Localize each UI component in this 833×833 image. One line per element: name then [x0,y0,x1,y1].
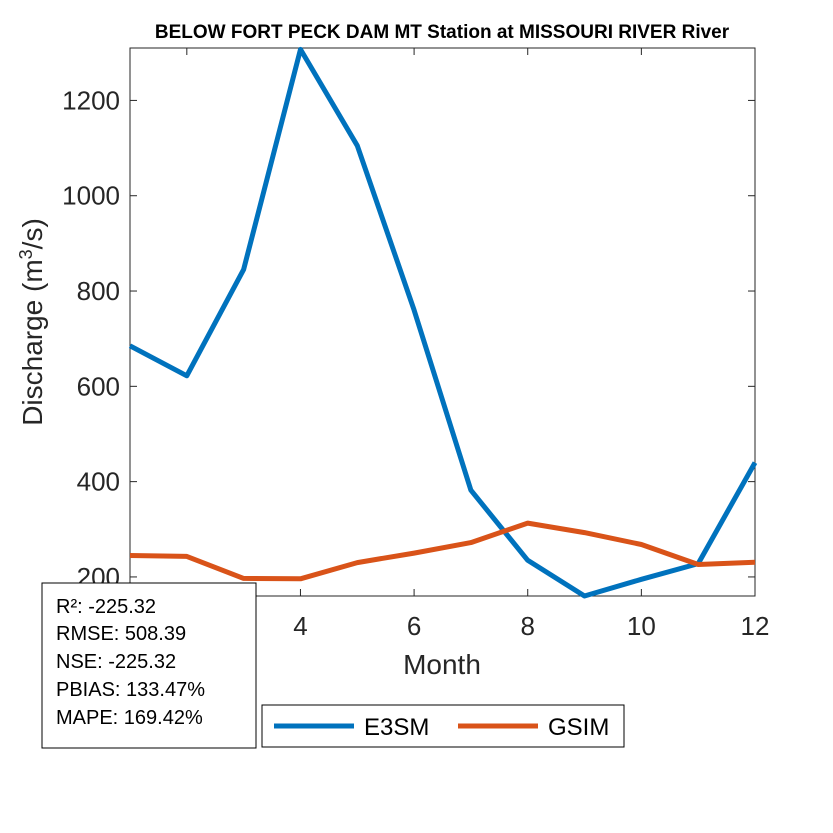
x-tick-label: 12 [741,611,770,641]
y-tick-label: 400 [77,467,120,497]
y-tick-label: 800 [77,276,120,306]
x-axis-label: Month [403,649,481,680]
series-line-e3sm [128,46,758,599]
y-axis-label-sup: 3 [16,249,36,259]
y-axis-label-main: Discharge (m [17,259,48,425]
plot-area [129,47,756,597]
y-tick-label: 1200 [62,85,120,115]
x-tick-label: 4 [293,611,307,641]
legend-label-gsim: GSIM [548,714,609,741]
stat-r2: R²: -225.32 [56,596,156,618]
y-axis-label-end: /s) [17,218,48,249]
y-tick-label: 1000 [62,181,120,211]
legend: E3SM GSIM [261,704,625,748]
y-axis-label: Discharge (m3/s) [16,218,48,426]
stat-rmse: RMSE: 508.39 [56,623,186,645]
stat-nse: NSE: -225.32 [56,651,176,673]
y-tick-label: 600 [77,371,120,401]
legend-label-e3sm: E3SM [364,714,429,741]
series-line-gsim [129,520,756,582]
series-lines [128,46,758,599]
x-tick-label: 6 [407,611,421,641]
stat-pbias: PBIAS: 133.47% [56,679,205,701]
stats-box-frame [41,582,257,749]
stats-box: R²: -225.32 RMSE: 508.39 NSE: -225.32 PB… [41,582,257,749]
chart-title: BELOW FORT PECK DAM MT Station at MISSOU… [155,22,730,43]
x-tick-label: 8 [520,611,534,641]
stat-mape: MAPE: 169.42% [56,707,203,729]
x-tick-label: 10 [627,611,656,641]
